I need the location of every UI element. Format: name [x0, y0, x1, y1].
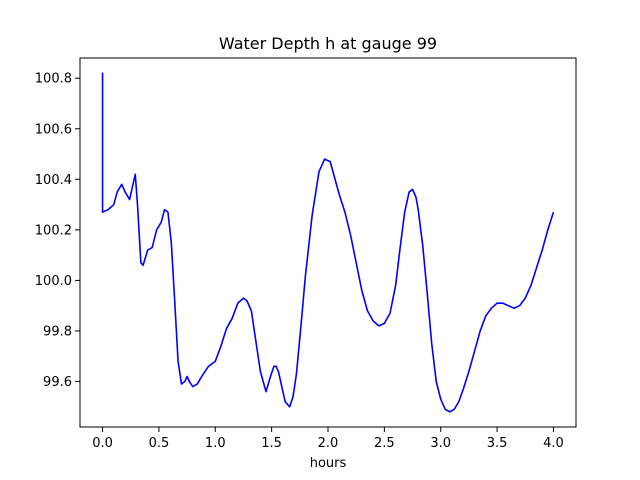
- chart-title: Water Depth h at gauge 99: [219, 34, 437, 53]
- y-tick-label: 99.8: [43, 324, 72, 339]
- y-tick-label: 100.6: [35, 122, 72, 137]
- y-axis: 99.6 99.8 100.0 100.2 100.4 100.6 100.8: [35, 72, 80, 390]
- x-tick-label: 1.5: [261, 436, 282, 451]
- x-axis-label: hours: [310, 456, 347, 471]
- plot-area: [101, 72, 555, 413]
- y-tick-label: 100.4: [35, 173, 72, 188]
- y-tick-label: 100.2: [35, 223, 72, 238]
- x-tick-label: 0.5: [149, 436, 170, 451]
- x-tick-label: 2.0: [318, 436, 339, 451]
- x-tick-label: 2.5: [374, 436, 395, 451]
- y-tick-label: 100.0: [35, 274, 72, 289]
- x-tick-label: 4.0: [543, 436, 564, 451]
- y-tick-label: 99.6: [43, 375, 72, 390]
- x-tick-label: 1.0: [205, 436, 226, 451]
- y-tick-label: 100.8: [35, 72, 72, 87]
- x-tick-label: 3.0: [430, 436, 451, 451]
- series-line-0: [101, 72, 555, 413]
- x-tick-label: 0.0: [92, 436, 113, 451]
- x-axis: 0.0 0.5 1.0 1.5 2.0 2.5 3.0 3.5 4.0: [92, 427, 564, 451]
- x-tick-label: 3.5: [487, 436, 508, 451]
